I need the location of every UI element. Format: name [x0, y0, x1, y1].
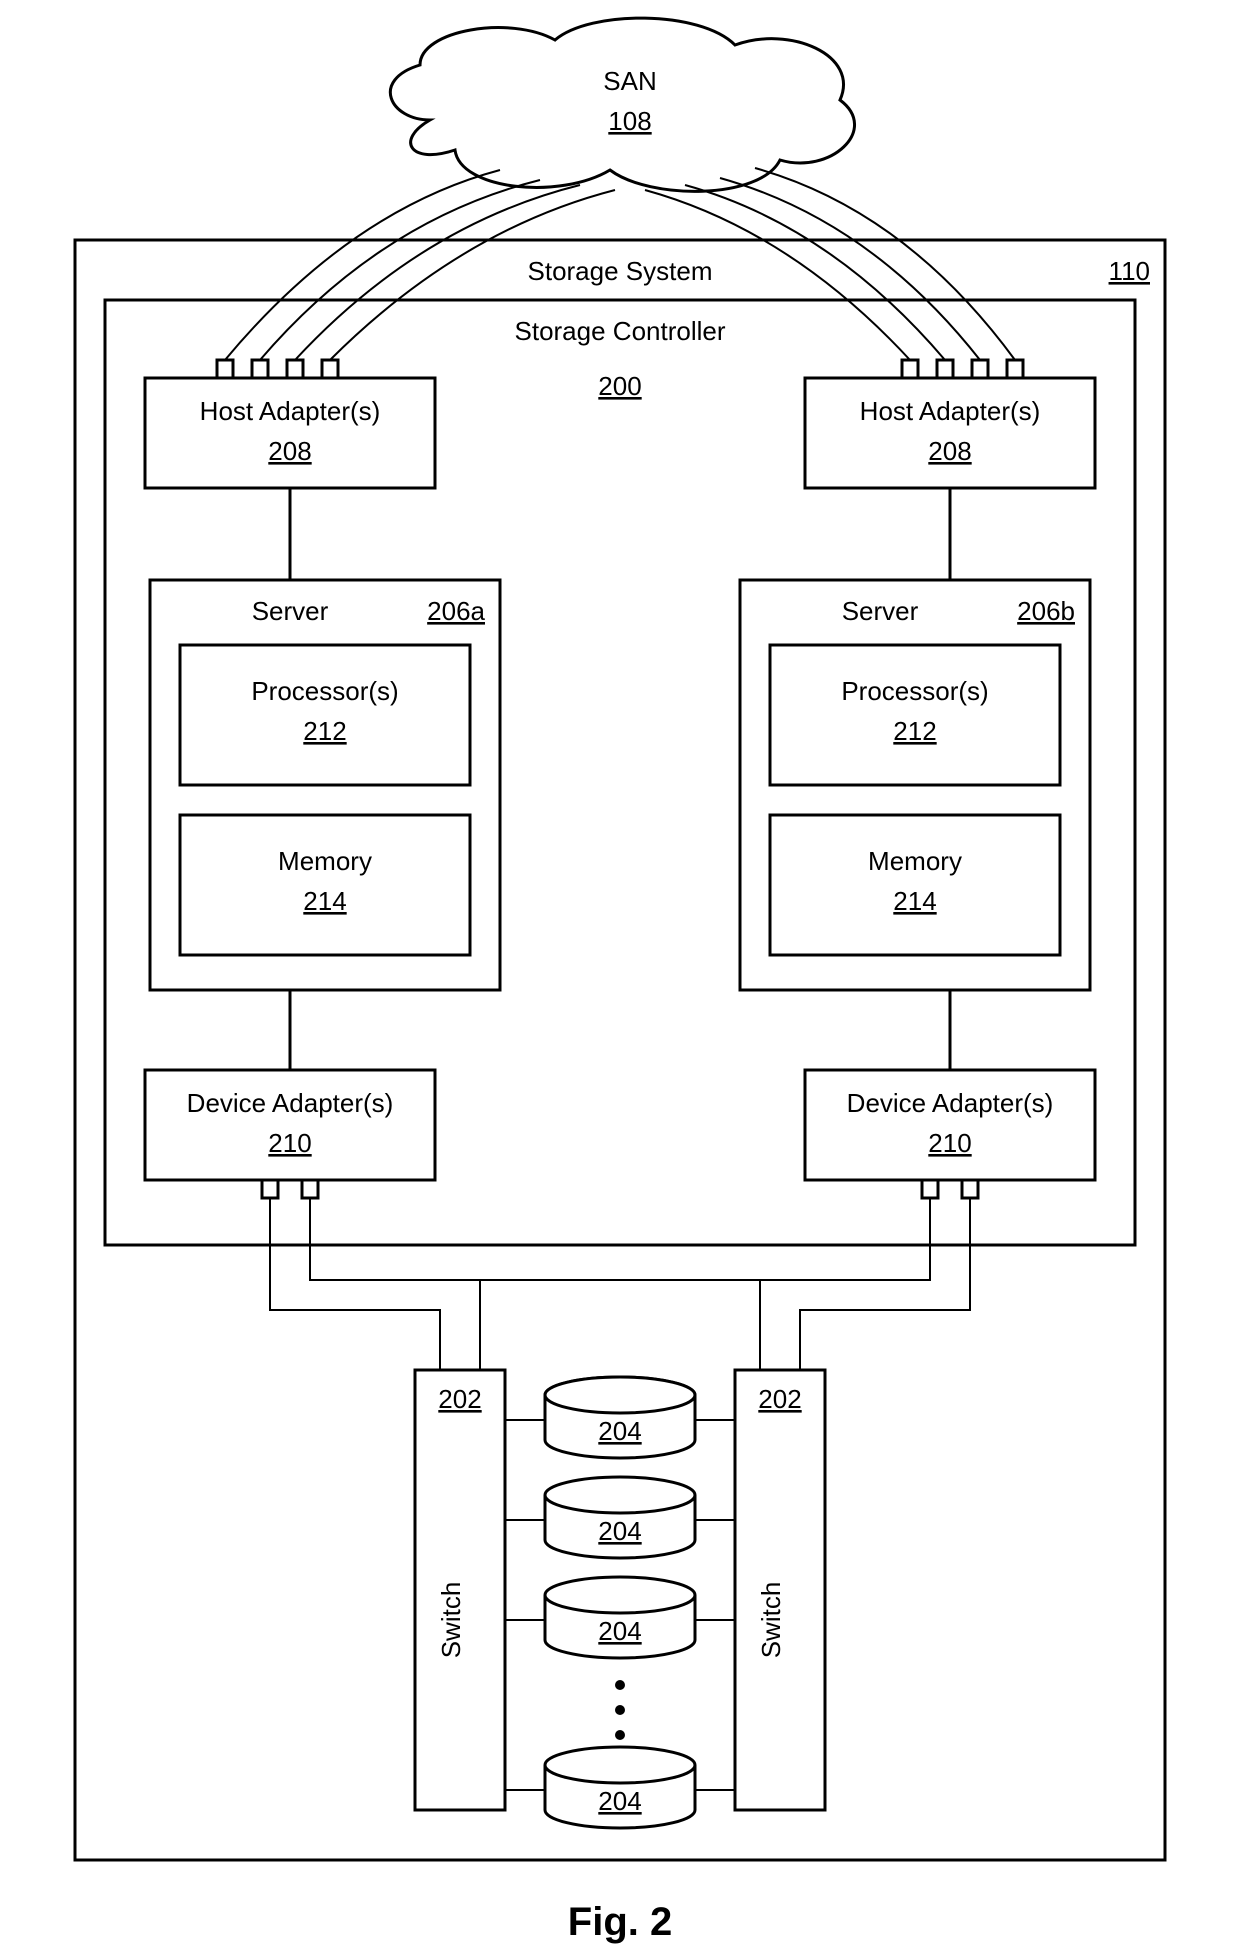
svg-text:214: 214 [303, 886, 346, 916]
host-adapter-right [805, 378, 1095, 488]
disk-2: 204 [505, 1477, 735, 1558]
svg-text:Server: Server [252, 596, 329, 626]
processor-right [770, 645, 1060, 785]
svg-text:Host Adapter(s): Host Adapter(s) [200, 396, 381, 426]
svg-text:204: 204 [598, 1786, 641, 1816]
svg-text:214: 214 [893, 886, 936, 916]
svg-text:Memory: Memory [278, 846, 372, 876]
svg-text:212: 212 [303, 716, 346, 746]
svg-text:Switch: Switch [756, 1582, 786, 1659]
disk-4: 204 [505, 1747, 735, 1828]
device-adapter-left [145, 1070, 435, 1180]
svg-text:Processor(s): Processor(s) [251, 676, 398, 706]
san-label: SAN [603, 66, 656, 96]
storage-system-diagram: Storage System 110 Storage Controller 20… [0, 0, 1240, 1956]
figure-caption: Fig. 2 [568, 1900, 672, 1944]
svg-text:206a: 206a [427, 596, 485, 626]
disk-3: 204 [505, 1577, 735, 1658]
svg-text:Host Adapter(s): Host Adapter(s) [860, 396, 1041, 426]
memory-left [180, 815, 470, 955]
storage-controller-label: Storage Controller [515, 316, 726, 346]
disk-1: 204 [505, 1377, 735, 1458]
san-cloud: SAN 108 [390, 18, 854, 191]
memory-right [770, 815, 1060, 955]
processor-left [180, 645, 470, 785]
svg-text:204: 204 [598, 1416, 641, 1446]
svg-text:202: 202 [758, 1384, 801, 1414]
svg-text:Server: Server [842, 596, 919, 626]
svg-text:Device Adapter(s): Device Adapter(s) [847, 1088, 1054, 1118]
svg-text:204: 204 [598, 1616, 641, 1646]
svg-text:Switch: Switch [436, 1582, 466, 1659]
svg-text:212: 212 [893, 716, 936, 746]
device-adapter-right [805, 1070, 1095, 1180]
svg-text:Device Adapter(s): Device Adapter(s) [187, 1088, 394, 1118]
svg-text:210: 210 [928, 1128, 971, 1158]
storage-system-label: Storage System [528, 256, 713, 286]
svg-text:202: 202 [438, 1384, 481, 1414]
svg-text:210: 210 [268, 1128, 311, 1158]
svg-text:204: 204 [598, 1516, 641, 1546]
host-adapter-left [145, 378, 435, 488]
storage-system-ref: 110 [1109, 256, 1150, 286]
svg-text:208: 208 [268, 436, 311, 466]
svg-text:206b: 206b [1017, 596, 1075, 626]
svg-text:208: 208 [928, 436, 971, 466]
svg-text:Memory: Memory [868, 846, 962, 876]
svg-text:Processor(s): Processor(s) [841, 676, 988, 706]
storage-controller-ref: 200 [598, 371, 641, 401]
san-ref: 108 [608, 106, 651, 136]
